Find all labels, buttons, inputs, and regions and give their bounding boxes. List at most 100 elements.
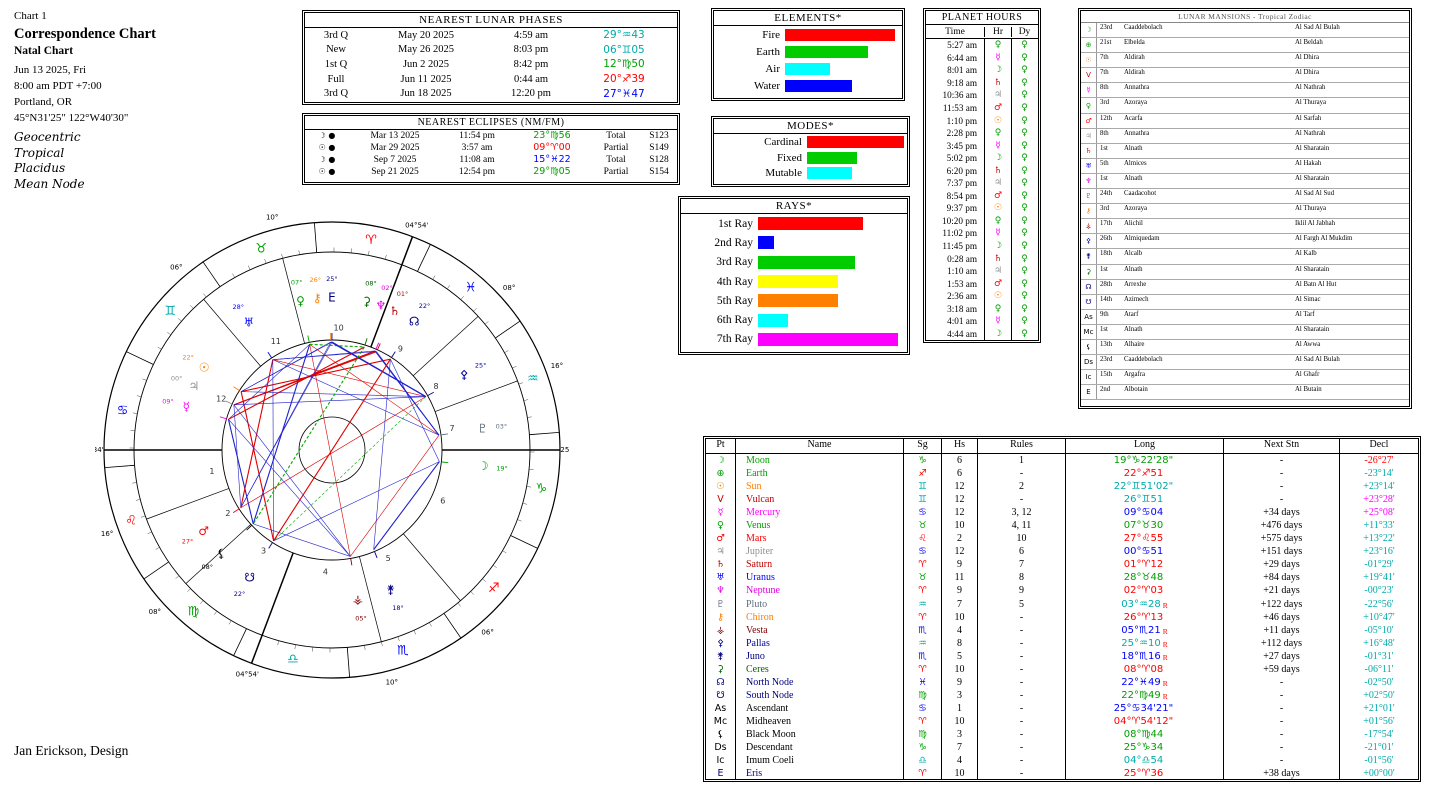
declination-value: +11°33' (1363, 520, 1395, 532)
chart-method-lines: Geocentric Tropical Placidus Mean Node (14, 130, 156, 192)
phase-time: 12:20 pm (511, 88, 551, 100)
planet-name: Saturn (736, 558, 904, 572)
sign-icon: ♈ (904, 767, 942, 781)
next-station: - (1224, 688, 1340, 702)
planet-hour-row: 2:28 pm ♀ ♀ (926, 126, 1038, 140)
next-station: - (1224, 714, 1340, 728)
mode-bar (807, 151, 857, 164)
mansion-planet-icon: E (1081, 385, 1097, 400)
phase-date: Jun 2 2025 (402, 58, 450, 70)
chart-detail-line: 45°N31'25" 122°W40'30" (14, 112, 129, 124)
col-hs: Hs (942, 439, 978, 453)
longitude-value: 00°♋51 (1123, 546, 1164, 558)
longitude-value: 22°♐51 (1123, 468, 1164, 480)
planet-icon: ♅ (706, 571, 736, 585)
house-number: 1 (942, 701, 978, 715)
longitude-value: 04°♈54'12" (1113, 715, 1174, 727)
mansion-name: Alnath (1124, 174, 1143, 182)
hour-ruler-icon: ♄ (984, 164, 1011, 178)
svg-text:12: 12 (216, 394, 226, 403)
chart-method-line: Placidus (14, 161, 66, 175)
lunar-mansions-title: LUNAR MANSIONS - Tropical Zodiac (1081, 11, 1409, 23)
sign-icon: ♈ (904, 558, 942, 572)
planet-hour-row: 8:54 pm ♂ ♀ (926, 189, 1038, 203)
planet-positions-table: Pt Name Sg Hs Rules Long Next Stn Decl ☽… (703, 436, 1421, 782)
phase-name: New (326, 44, 346, 56)
mansion-entry: ♂ 12th Acarfa Al Sarfah The Changer of t… (1081, 113, 1409, 129)
day-ruler-icon: ♀ (1011, 315, 1037, 328)
hour-ruler-icon: ☿ (984, 315, 1011, 328)
lunar-phase-row: Full Jun 11 2025 0:44 am 20°♐39 (305, 72, 677, 87)
hour-start-time: 4:44 am (947, 328, 977, 339)
longitude-value: 18°♏16 (1121, 650, 1161, 662)
element-bar (785, 28, 895, 41)
mansion-ordinal: 14th (1100, 295, 1113, 303)
day-ruler-icon: ♀ (1011, 264, 1037, 278)
eclipse-row: ☽ ● Mar 13 2025 11:54 pm 23°♍56 Total S1… (305, 130, 677, 142)
modes-rows: Cardinal Fixed Mutable (714, 134, 907, 181)
day-ruler-icon: ♀ (1011, 227, 1037, 240)
svg-text:09°: 09° (162, 397, 174, 405)
longitude-value: 26°♊51 (1123, 494, 1164, 506)
planet-icon: ☋ (706, 688, 736, 702)
svg-text:03°: 03° (496, 422, 508, 430)
next-station: +112 days (1224, 636, 1340, 650)
planet-icon: ⚵ (706, 649, 736, 663)
planet-name: Neptune (736, 584, 904, 598)
eclipse-date: Mar 29 2025 (370, 142, 420, 153)
mansion-planet-icon: ♅ (1081, 158, 1097, 173)
mode-bar-row: Cardinal (714, 134, 907, 150)
planet-table-row: Mc Midheaven ♈ 10 - 04°♈54'12" - +01°56' (706, 714, 1418, 728)
natal-chart-wheel: ♈♉♊♋♌♍♎♏♐♑♒♓25°34'16°08°04°54'10°06°25°3… (80, 213, 583, 687)
mansion-arabic-name: Al Butain (1295, 386, 1322, 394)
declination-value: -21°01' (1364, 742, 1394, 754)
next-station: +11 days (1224, 623, 1340, 637)
mansion-planet-icon: ♀ (1081, 98, 1097, 113)
house-number: 10 (942, 714, 978, 728)
planet-table-row: ☊ North Node ♓ 9 - 22°♓49 R - -02°50' (706, 675, 1418, 689)
svg-text:02°: 02° (381, 284, 393, 292)
retrograde-marker: R (1162, 678, 1168, 688)
svg-text:⚸: ⚸ (217, 546, 226, 560)
svg-text:00°: 00° (171, 374, 183, 382)
ray-bar-row: 5th Ray (681, 291, 907, 310)
hour-start-time: 5:02 pm (946, 153, 977, 164)
planet-table-row: ♀ Venus ♉ 10 4, 11 07°♉30 +476 days +11°… (706, 519, 1418, 533)
day-ruler-icon: ♀ (1011, 114, 1037, 127)
mansion-arabic-name: Al Batn Al Hut (1295, 280, 1337, 288)
sign-icon: ♋ (904, 506, 942, 520)
mansion-ordinal: 28th (1100, 280, 1113, 288)
mansion-entry: ⚸ 13th Alhaire Al Awwa The Barker (1081, 339, 1409, 356)
rules-houses: - (978, 754, 1066, 768)
ray-bar-row: 7th Ray (681, 330, 907, 349)
mode-bar (807, 167, 852, 180)
phase-date: May 20 2025 (398, 29, 454, 41)
mode-bar (807, 135, 904, 148)
phase-time: 0:44 am (513, 73, 549, 85)
svg-text:7: 7 (450, 424, 455, 433)
longitude-value: 02°♈03 (1123, 585, 1164, 597)
designer-credit: Jan Erickson, Design (14, 743, 129, 758)
planet-icon: ♄ (706, 558, 736, 572)
col-long: Long (1066, 439, 1224, 453)
hour-ruler-icon: ☽ (984, 327, 1011, 341)
ray-bar-row: 4th Ray (681, 272, 907, 291)
col-rules: Rules (978, 439, 1066, 453)
natal-wheel-svg: ♈♉♊♋♌♍♎♏♐♑♒♓25°34'16°08°04°54'10°06°25°3… (80, 214, 583, 687)
hour-start-time: 11:02 pm (942, 228, 977, 239)
rules-houses: - (978, 701, 1066, 715)
col-pt: Pt (706, 439, 736, 453)
house-number: 2 (942, 532, 978, 546)
ray-bar (758, 255, 855, 269)
mansion-entry: Ic 15th Argafra Al Ghafr The Lid (1081, 370, 1409, 386)
planet-table-row: ☋ South Node ♍ 3 - 22°♍49 R - +02°50' (706, 688, 1418, 702)
hour-ruler-icon: ♃ (984, 264, 1011, 278)
svg-text:04°54': 04°54' (405, 221, 428, 229)
col-sg: Sg (904, 439, 942, 453)
hour-ruler-icon: ☉ (984, 289, 1011, 303)
mansion-planet-icon: ☽ (1081, 23, 1097, 38)
planet-icon: ♇ (706, 597, 736, 611)
house-number: 3 (942, 688, 978, 702)
next-station: +575 days (1224, 532, 1340, 546)
day-ruler-icon: ♀ (1011, 289, 1037, 303)
